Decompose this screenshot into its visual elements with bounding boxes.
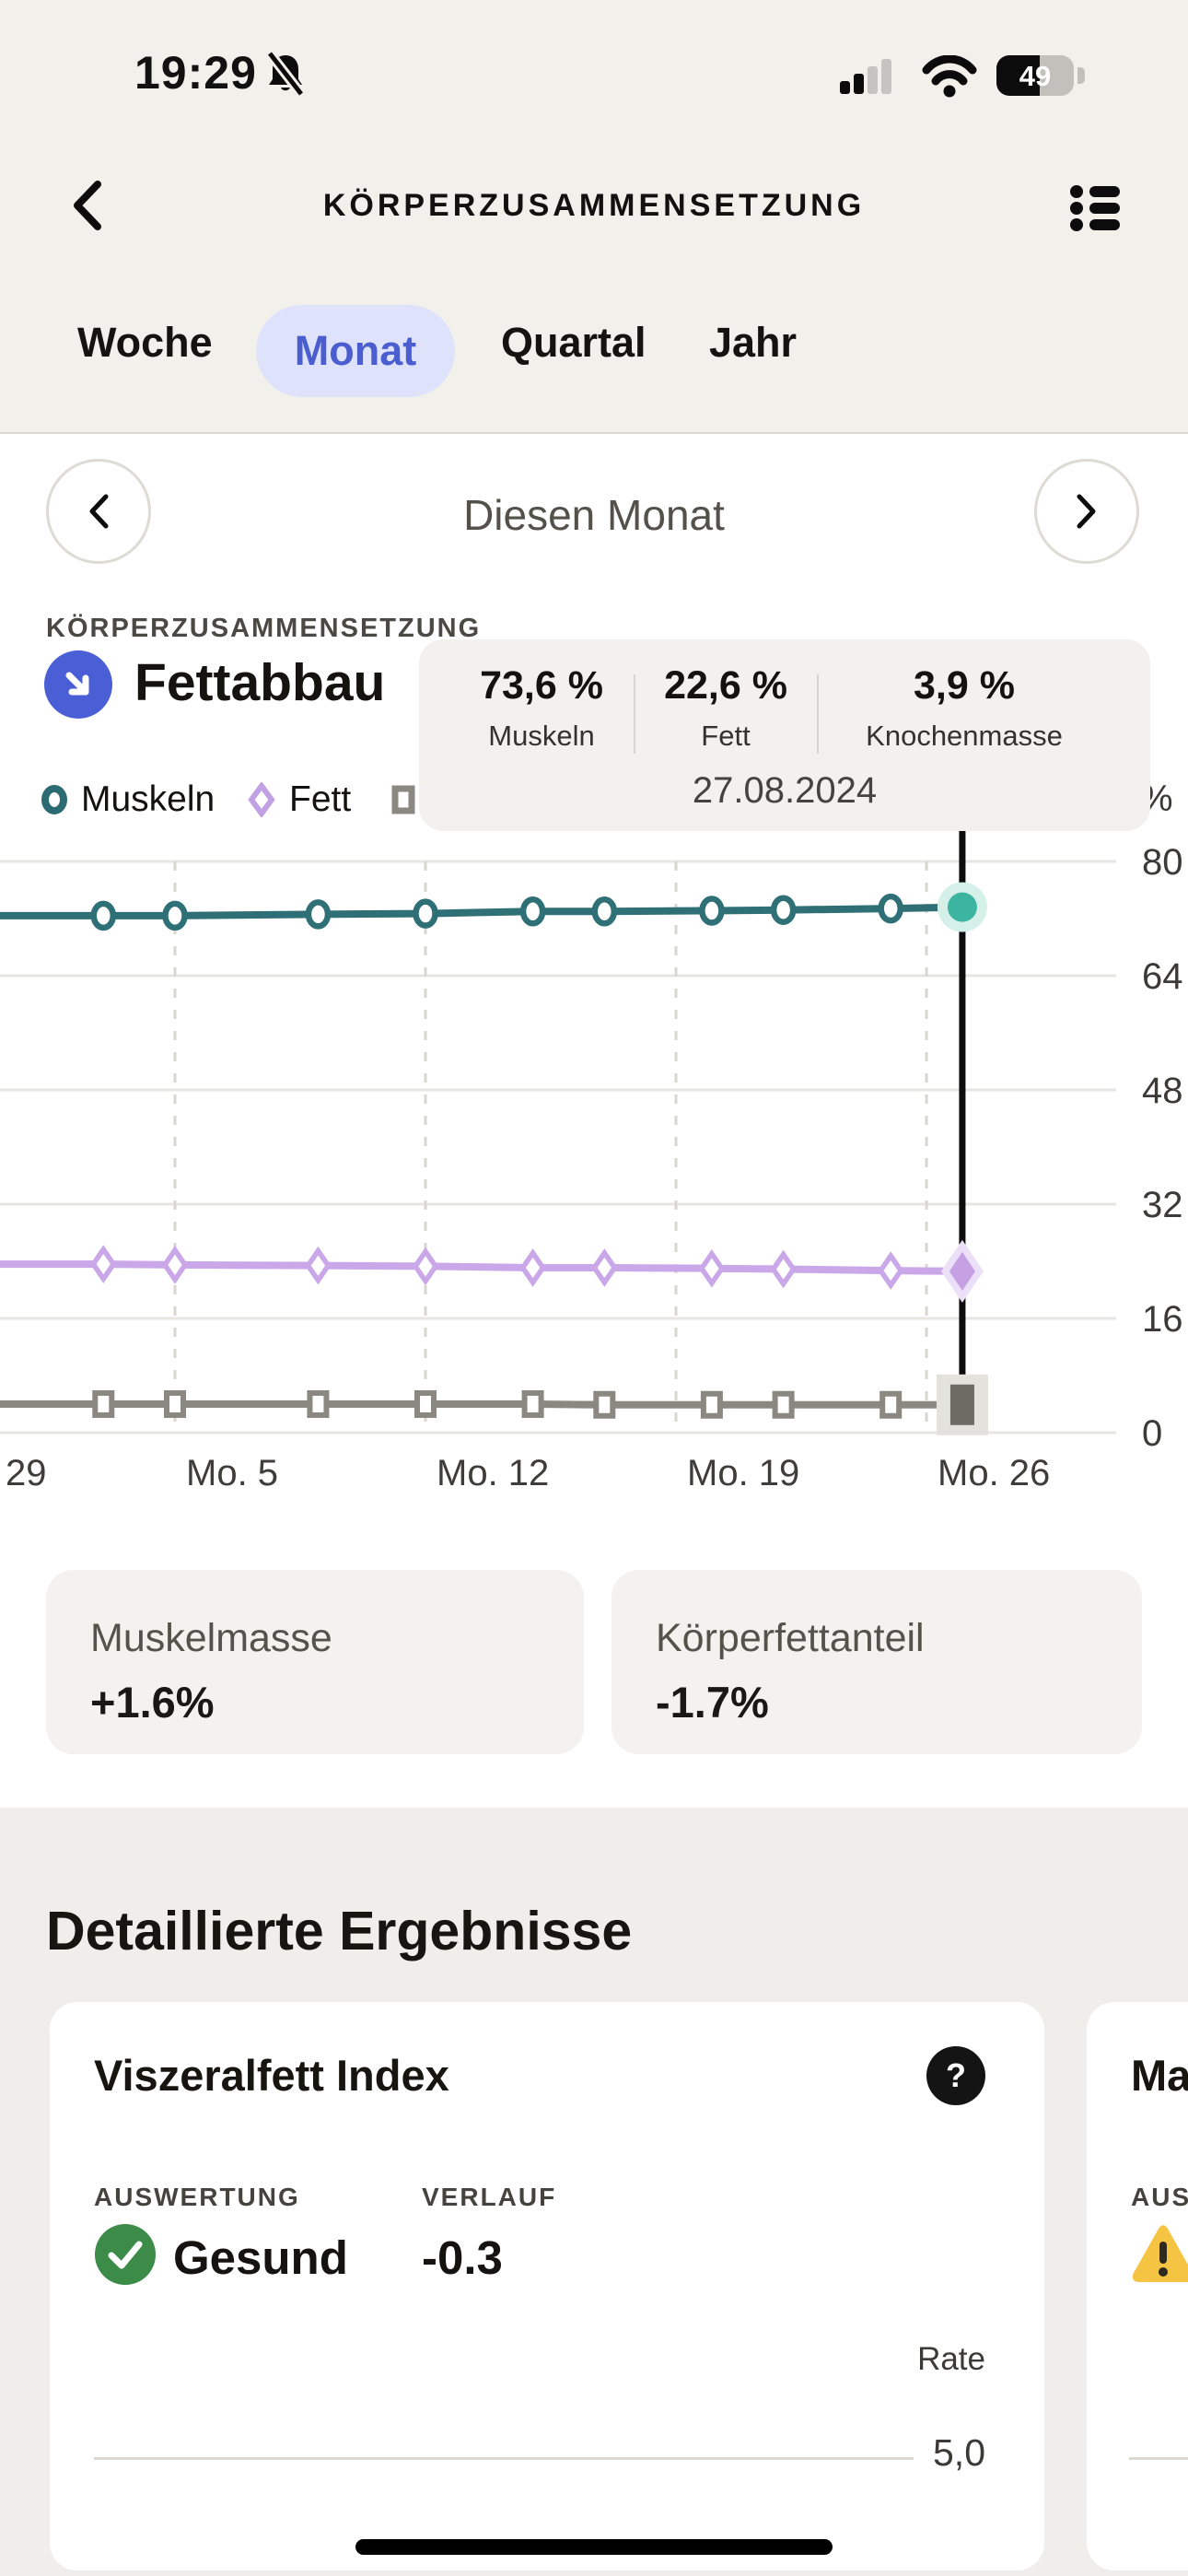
- trend-title: Fettabbau: [134, 653, 386, 712]
- metric-label: Knochenmasse: [866, 720, 1063, 752]
- summary-card-koerperfettanteil: Körperfettanteil -1.7%: [611, 1570, 1142, 1754]
- svg-text:Mo. 12: Mo. 12: [437, 1453, 549, 1493]
- rate-tick-value: 5,0: [933, 2431, 985, 2474]
- metric-label: Fett: [701, 720, 751, 752]
- legend-item-muskeln: Muskeln: [41, 779, 215, 820]
- tab-jahr[interactable]: Jahr: [709, 319, 798, 366]
- composition-chart[interactable]: 0 16 32 48 64 80 29 Mo. 5 Mo. 12 Mo. 19 Mo. 26: [0, 829, 1188, 1520]
- help-button[interactable]: ?: [926, 2046, 985, 2105]
- metric-value: 73,6 %: [480, 663, 603, 708]
- back-button[interactable]: [68, 177, 123, 234]
- tab-quartal[interactable]: Quartal: [501, 319, 646, 366]
- healthy-check-icon: [94, 2223, 157, 2290]
- tooltip-date: 27.08.2024: [692, 770, 878, 811]
- tab-monat[interactable]: Monat: [256, 305, 455, 397]
- rate-gridline: [94, 2457, 914, 2460]
- next-period-button[interactable]: [1034, 459, 1139, 564]
- knochenmasse-square-marker-icon: [391, 785, 415, 814]
- tooltip-metric-fett: 22,6 % Fett: [634, 663, 818, 753]
- cellular-signal-icon: [840, 57, 893, 99]
- legend-item-fett: Fett: [247, 779, 351, 820]
- battery-fill: [996, 55, 1040, 96]
- svg-text:Mo. 26: Mo. 26: [938, 1453, 1050, 1493]
- trend-down-right-icon: [44, 650, 112, 719]
- muskeln-circle-marker-icon: [41, 785, 67, 814]
- notifications-muted-icon: [264, 50, 307, 102]
- divider: [0, 432, 1188, 434]
- battery-percent: 49: [1019, 60, 1052, 92]
- legend-label: Muskeln: [81, 779, 215, 819]
- evaluation-label: AUSWERTUNG: [94, 2183, 300, 2211]
- metric-value: 3,9 %: [914, 663, 1015, 708]
- svg-text:Mo. 19: Mo. 19: [687, 1453, 799, 1493]
- detail-card-viszeralfett[interactable]: Viszeralfett Index ? AUSWERTUNG VERLAUF …: [50, 2002, 1044, 2570]
- wifi-icon: [921, 54, 978, 102]
- svg-text:48: 48: [1142, 1071, 1183, 1111]
- metric-label: Muskeln: [488, 720, 595, 752]
- details-section: Detaillierte Ergebnisse Viszeralfett Ind…: [0, 1808, 1188, 2576]
- evaluation-label: AUSW: [1131, 2183, 1188, 2211]
- svg-text:16: 16: [1142, 1299, 1183, 1340]
- rate-axis-label: Rate: [917, 2341, 985, 2377]
- trend-value: -0.3: [422, 2231, 503, 2284]
- section-label: KÖRPERZUSAMMENSETZUNG: [46, 614, 482, 643]
- svg-text:Mo. 5: Mo. 5: [186, 1453, 278, 1493]
- svg-text:64: 64: [1142, 956, 1183, 997]
- legend-label: Fett: [289, 779, 352, 819]
- rate-gridline: [1129, 2457, 1188, 2460]
- battery-icon: 49: [996, 55, 1074, 96]
- svg-text:29: 29: [6, 1453, 47, 1493]
- card-title: Mag: [1131, 2051, 1188, 2100]
- summary-value: +1.6%: [90, 1678, 215, 1727]
- card-title: Viszeralfett Index: [94, 2051, 449, 2100]
- battery-cap: [1077, 67, 1085, 84]
- svg-text:32: 32: [1142, 1185, 1183, 1225]
- period-label: Diesen Monat: [463, 491, 725, 539]
- svg-text:0: 0: [1142, 1413, 1162, 1454]
- divider: [817, 674, 819, 754]
- previous-period-button[interactable]: [46, 459, 151, 564]
- list-menu-button[interactable]: [1068, 182, 1124, 238]
- tooltip-metric-knochenmasse: 3,9 % Knochenmasse: [817, 663, 1112, 753]
- warning-icon: [1131, 2223, 1188, 2289]
- status-time: 19:29: [134, 47, 257, 99]
- page-title: KÖRPERZUSAMMENSETZUNG: [322, 188, 866, 223]
- divider: [634, 674, 635, 754]
- tooltip-metric-muskeln: 73,6 % Muskeln: [419, 663, 664, 753]
- summary-value: -1.7%: [656, 1678, 769, 1727]
- fett-diamond-marker-icon: [248, 782, 275, 817]
- svg-text:80: 80: [1142, 842, 1183, 883]
- trend-label: VERLAUF: [422, 2183, 557, 2211]
- tab-woche[interactable]: Woche: [77, 319, 213, 366]
- evaluation-value: Gesund: [173, 2231, 348, 2284]
- summary-card-muskelmasse: Muskelmasse +1.6%: [46, 1570, 584, 1754]
- summary-label: Muskelmasse: [90, 1616, 332, 1660]
- top-section: 19:29 49: [0, 0, 1188, 434]
- selected-day-tooltip: 73,6 % Muskeln 22,6 % Fett 3,9 % Knochen…: [419, 639, 1150, 831]
- metric-value: 22,6 %: [664, 663, 787, 708]
- details-heading: Detaillierte Ergebnisse: [46, 1901, 633, 1961]
- summary-label: Körperfettanteil: [656, 1616, 925, 1660]
- detail-card-magermasse[interactable]: Mag AUSW: [1087, 2002, 1188, 2570]
- home-indicator[interactable]: [355, 2539, 833, 2555]
